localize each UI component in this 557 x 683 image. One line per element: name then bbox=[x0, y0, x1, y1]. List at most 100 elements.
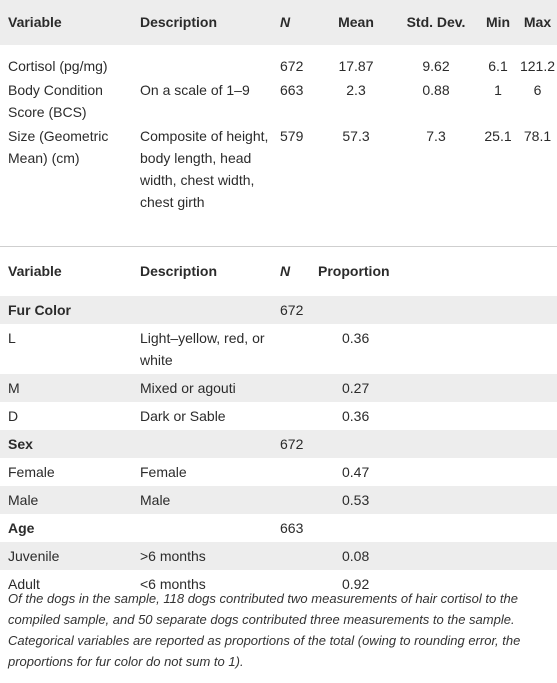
empty-cell bbox=[140, 514, 280, 542]
table-row: L Light–yellow, red, or white 0.36 bbox=[0, 324, 557, 374]
empty-cell bbox=[318, 296, 410, 324]
cell-variable: L bbox=[8, 330, 16, 346]
descriptive-stats-table: Variable Description N Mean Std. Dev. Mi… bbox=[0, 0, 557, 221]
table-row: Juvenile >6 months 0.08 bbox=[0, 542, 557, 570]
empty-cell bbox=[410, 296, 557, 324]
cell-description bbox=[140, 45, 280, 77]
empty-cell bbox=[410, 324, 557, 374]
group-name: Fur Color bbox=[8, 302, 71, 318]
table-row: Cortisol (pg/mg) 672 17.87 9.62 6.1 121.… bbox=[0, 45, 557, 77]
group-n: 672 bbox=[280, 436, 304, 452]
header-n: N bbox=[280, 263, 291, 279]
cell-proportion: 0.53 bbox=[342, 492, 370, 508]
header-mean: Mean bbox=[338, 14, 374, 30]
cell-min: 6.1 bbox=[488, 58, 508, 74]
empty-cell bbox=[410, 542, 557, 570]
group-name: Age bbox=[8, 520, 35, 536]
header-proportion: Proportion bbox=[318, 263, 390, 279]
cell-variable: Juvenile bbox=[8, 548, 60, 564]
cell-description: Composite of height, body length, head w… bbox=[140, 128, 269, 210]
cell-proportion: 0.92 bbox=[342, 576, 370, 592]
cell-proportion: 0.47 bbox=[342, 464, 370, 480]
table-row: Female Female 0.47 bbox=[0, 458, 557, 486]
cell-sd: 0.88 bbox=[422, 82, 450, 98]
cell-sd: 7.3 bbox=[426, 128, 446, 144]
cell-variable: Body Condition Score (BCS) bbox=[8, 82, 103, 120]
cell-variable: M bbox=[8, 380, 20, 396]
cell-mean: 2.3 bbox=[346, 82, 366, 98]
cell-variable: Size (Geometric Mean) (cm) bbox=[8, 128, 109, 166]
empty-cell bbox=[410, 486, 557, 514]
table-footnote: Of the dogs in the sample, 118 dogs cont… bbox=[8, 591, 521, 669]
cell-variable: Cortisol (pg/mg) bbox=[8, 58, 108, 74]
empty-cell bbox=[410, 374, 557, 402]
cell-description: Female bbox=[140, 464, 187, 480]
header-std-dev: Std. Dev. bbox=[406, 14, 466, 30]
cell-variable: D bbox=[8, 408, 19, 424]
cell-proportion: 0.08 bbox=[342, 548, 370, 564]
cell-description: Dark or Sable bbox=[140, 408, 226, 424]
cell-variable: Female bbox=[8, 464, 55, 480]
header-max: Max bbox=[523, 14, 552, 30]
empty-cell bbox=[280, 458, 318, 486]
cell-max: 78.1 bbox=[523, 128, 552, 144]
empty-cell bbox=[280, 374, 318, 402]
table-row: M Mixed or agouti 0.27 bbox=[0, 374, 557, 402]
group-n: 672 bbox=[280, 302, 304, 318]
empty-cell bbox=[280, 542, 318, 570]
empty-cell bbox=[140, 296, 280, 324]
group-name: Sex bbox=[8, 436, 33, 452]
cell-description: <6 months bbox=[140, 576, 206, 592]
table-row: D Dark or Sable 0.36 bbox=[0, 402, 557, 430]
cell-n: 672 bbox=[280, 58, 304, 74]
empty-cell bbox=[410, 430, 557, 458]
header-n: N bbox=[280, 14, 291, 30]
table-row: Size (Geometric Mean) (cm) Composite of … bbox=[0, 123, 557, 221]
cell-min: 25.1 bbox=[484, 128, 512, 144]
cell-max: 121.2 bbox=[519, 58, 556, 74]
empty-cell bbox=[280, 486, 318, 514]
cell-description: Male bbox=[140, 492, 171, 508]
cell-min: 1 bbox=[494, 82, 502, 98]
header-spacer bbox=[410, 247, 557, 297]
empty-cell bbox=[410, 514, 557, 542]
cell-sd: 9.62 bbox=[422, 58, 450, 74]
empty-cell bbox=[280, 402, 318, 430]
group-n: 663 bbox=[280, 520, 304, 536]
empty-cell bbox=[140, 430, 280, 458]
cell-description: Mixed or agouti bbox=[140, 380, 236, 396]
empty-cell bbox=[410, 402, 557, 430]
cell-n: 663 bbox=[280, 82, 304, 98]
cell-description: Light–yellow, red, or white bbox=[140, 330, 265, 368]
group-row-sex: Sex 672 bbox=[0, 430, 557, 458]
cell-variable: Adult bbox=[8, 576, 40, 592]
cell-proportion: 0.27 bbox=[342, 380, 370, 396]
cell-proportion: 0.36 bbox=[342, 330, 370, 346]
empty-cell bbox=[410, 458, 557, 486]
cell-variable: Male bbox=[8, 492, 39, 508]
cell-proportion: 0.36 bbox=[342, 408, 370, 424]
header-variable: Variable bbox=[8, 14, 62, 30]
cell-n: 579 bbox=[280, 128, 304, 144]
cell-description: >6 months bbox=[140, 548, 206, 564]
cell-description: On a scale of 1–9 bbox=[140, 82, 250, 98]
cell-mean: 57.3 bbox=[342, 128, 370, 144]
header-variable: Variable bbox=[8, 263, 62, 279]
empty-cell bbox=[280, 324, 318, 374]
header-description: Description bbox=[140, 14, 218, 30]
table-row: Body Condition Score (BCS) On a scale of… bbox=[0, 77, 557, 123]
table-row: Adult <6 months 0.92 bbox=[0, 570, 557, 598]
empty-cell bbox=[318, 430, 410, 458]
header-min: Min bbox=[485, 14, 511, 30]
table-header-row: Variable Description N Proportion bbox=[0, 247, 557, 297]
group-row-fur-color: Fur Color 672 bbox=[0, 296, 557, 324]
categorical-proportions-table: Variable Description N Proportion Fur Co… bbox=[0, 246, 557, 598]
cell-max: 6 bbox=[533, 82, 542, 98]
table-header-row: Variable Description N Mean Std. Dev. Mi… bbox=[0, 0, 557, 45]
group-row-age: Age 663 bbox=[0, 514, 557, 542]
cell-mean: 17.87 bbox=[338, 58, 374, 74]
empty-cell bbox=[318, 514, 410, 542]
header-description: Description bbox=[140, 263, 218, 279]
table-row: Male Male 0.53 bbox=[0, 486, 557, 514]
